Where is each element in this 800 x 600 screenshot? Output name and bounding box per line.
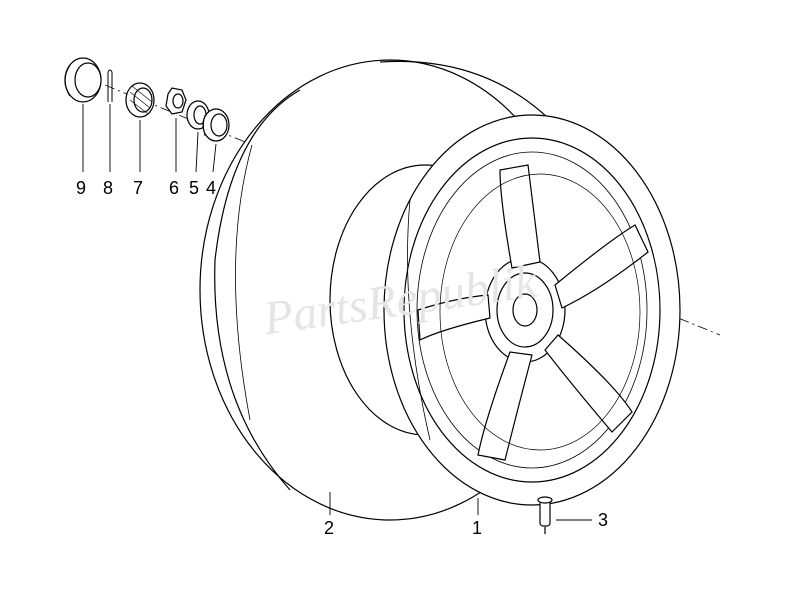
wheel-rim	[384, 115, 680, 505]
diagram-container: PartsRepublik 9 8 7 6 5 4 1 2 3	[0, 0, 800, 600]
callout-8: 8	[103, 178, 113, 199]
part-pin	[108, 70, 112, 102]
callout-9: 9	[76, 178, 86, 199]
callout-4: 4	[206, 178, 216, 199]
callout-6: 6	[169, 178, 179, 199]
part-washer-hatched	[126, 83, 154, 117]
callout-7: 7	[133, 178, 143, 199]
valve-stem	[538, 497, 552, 534]
part-cap	[65, 58, 101, 102]
part-bearing	[203, 109, 229, 141]
callout-1: 1	[472, 518, 482, 539]
callout-3: 3	[598, 510, 608, 531]
part-nut	[166, 88, 186, 114]
callout-5: 5	[189, 178, 199, 199]
diagram-svg	[0, 0, 800, 600]
callout-2: 2	[324, 518, 334, 539]
